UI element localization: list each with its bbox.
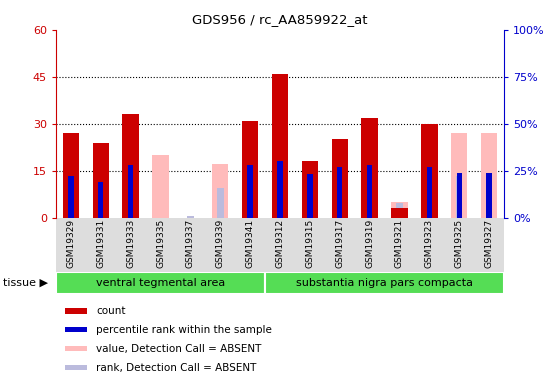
Bar bbox=[63, 133, 79, 218]
Text: count: count bbox=[96, 306, 126, 316]
Bar bbox=[391, 208, 408, 218]
Text: ventral tegmental area: ventral tegmental area bbox=[96, 278, 225, 288]
Bar bbox=[212, 164, 228, 218]
Bar bbox=[277, 161, 283, 218]
Bar bbox=[217, 188, 223, 218]
Bar bbox=[361, 117, 378, 218]
Bar bbox=[128, 165, 133, 218]
Bar bbox=[481, 133, 497, 218]
Bar bbox=[332, 140, 348, 218]
Bar bbox=[242, 121, 258, 218]
Bar bbox=[487, 172, 492, 217]
Bar bbox=[396, 202, 403, 217]
Bar bbox=[98, 182, 104, 218]
Bar bbox=[337, 167, 342, 218]
Bar bbox=[451, 133, 468, 218]
Bar bbox=[92, 142, 109, 218]
Bar bbox=[456, 176, 463, 218]
Text: value, Detection Call = ABSENT: value, Detection Call = ABSENT bbox=[96, 344, 262, 354]
Bar bbox=[65, 308, 87, 314]
Text: tissue ▶: tissue ▶ bbox=[3, 278, 48, 288]
Bar bbox=[302, 161, 318, 218]
Bar bbox=[421, 124, 437, 218]
Text: rank, Detection Call = ABSENT: rank, Detection Call = ABSENT bbox=[96, 363, 256, 372]
Bar bbox=[427, 167, 432, 218]
Bar bbox=[248, 165, 253, 218]
Bar bbox=[367, 165, 372, 218]
Bar bbox=[187, 216, 194, 217]
Bar bbox=[272, 74, 288, 217]
Bar bbox=[456, 172, 462, 217]
Bar bbox=[307, 174, 312, 217]
Bar bbox=[68, 176, 73, 218]
Bar bbox=[65, 365, 87, 370]
Bar bbox=[152, 155, 169, 218]
Text: substantia nigra pars compacta: substantia nigra pars compacta bbox=[296, 278, 473, 288]
Bar bbox=[391, 202, 408, 217]
Bar bbox=[486, 176, 492, 218]
Bar bbox=[65, 346, 87, 351]
Bar bbox=[123, 114, 139, 218]
Text: percentile rank within the sample: percentile rank within the sample bbox=[96, 325, 272, 335]
Bar bbox=[65, 327, 87, 333]
Bar bbox=[265, 272, 504, 294]
Bar bbox=[56, 272, 265, 294]
Text: GDS956 / rc_AA859922_at: GDS956 / rc_AA859922_at bbox=[192, 13, 368, 26]
